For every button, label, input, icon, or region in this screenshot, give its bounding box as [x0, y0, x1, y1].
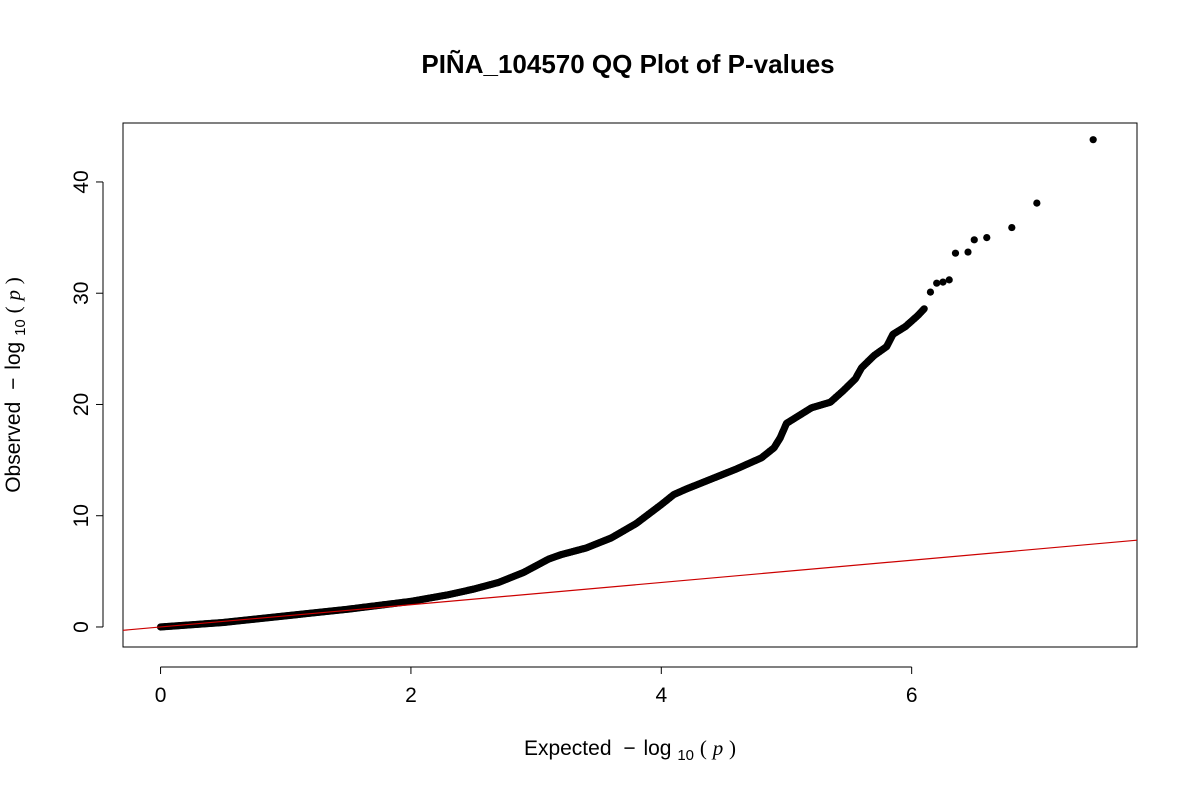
- x-axis-label-sub: 10: [677, 747, 694, 764]
- x-axis-label-minus: −: [623, 737, 635, 760]
- qq-outlier-point: [964, 248, 972, 256]
- plot-frame: [122, 122, 1138, 648]
- y-axis: 0 10 20 30 40: [70, 170, 104, 633]
- y-axis-label-sub: 10: [12, 319, 29, 336]
- qq-outlier-point: [1008, 223, 1016, 232]
- x-axis-label-rparen: ): [729, 736, 736, 760]
- reference-line-layer: [123, 539, 1137, 631]
- qq-outlier-point: [951, 249, 960, 257]
- y-tick-label: 30: [70, 282, 93, 305]
- y-tick-label: 10: [70, 504, 93, 527]
- x-axis-label-var: p: [711, 736, 724, 760]
- y-axis-label-var: p: [1, 290, 25, 303]
- y-axis-label: Observed − log 10 ( p ): [1, 277, 30, 493]
- y-tick-label: 0: [70, 621, 93, 633]
- x-axis-label-prefix: Expected: [524, 737, 612, 760]
- x-axis-label: Expected − log 10 ( p ): [524, 736, 736, 765]
- y-axis-label-minus: −: [2, 378, 25, 390]
- y-axis-label-lparen: (: [1, 306, 25, 313]
- chart-title: PIÑA_104570 QQ Plot of P-values: [421, 49, 834, 79]
- y-axis-label-rparen: ): [1, 277, 25, 284]
- qq-outlier-point: [933, 279, 941, 287]
- qq-outlier-point: [939, 278, 947, 286]
- x-tick-label: 2: [405, 684, 417, 707]
- qq-outlier-point: [926, 288, 935, 296]
- y-axis-label-log: log: [2, 342, 25, 370]
- x-tick-label: 6: [906, 684, 918, 707]
- qq-outlier-point: [1089, 136, 1097, 144]
- x-tick-label: 4: [655, 684, 667, 707]
- reference-line: [123, 539, 1137, 631]
- x-axis-label-lparen: (: [700, 736, 707, 760]
- x-axis-label-log: log: [643, 737, 671, 760]
- y-tick-label: 20: [70, 393, 93, 416]
- x-tick-label: 0: [155, 684, 167, 707]
- y-axis-label-prefix: Observed: [2, 402, 25, 493]
- qq-outlier-point: [945, 276, 953, 284]
- qq-point: [920, 305, 928, 313]
- qq-outlier-point: [970, 236, 978, 244]
- x-axis: 0 2 4 6: [155, 666, 918, 707]
- qq-outlier-point: [1033, 199, 1041, 207]
- y-tick-label: 40: [70, 170, 93, 193]
- qq-outlier-point: [983, 233, 991, 242]
